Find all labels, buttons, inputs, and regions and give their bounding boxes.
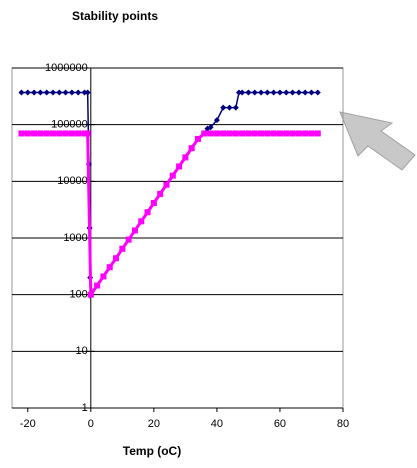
marker — [150, 199, 157, 206]
x-axis-label: Temp (oC) — [123, 444, 181, 458]
y-tick-label: 100 — [69, 289, 87, 301]
marker — [245, 89, 252, 96]
y-tick-label: 10 — [76, 345, 88, 357]
marker — [295, 130, 302, 137]
marker — [169, 172, 176, 179]
marker — [232, 104, 239, 111]
marker — [232, 130, 239, 137]
marker — [207, 130, 214, 137]
pointer-arrow — [339, 111, 416, 171]
chart-title: Stability points — [72, 9, 158, 23]
marker — [201, 130, 208, 137]
marker — [56, 130, 63, 137]
marker — [251, 89, 258, 96]
marker — [264, 89, 271, 96]
marker — [138, 218, 145, 225]
marker — [235, 89, 242, 96]
marker — [308, 130, 315, 137]
marker — [207, 124, 214, 131]
y-tick-label: 10000 — [57, 175, 88, 187]
marker — [75, 89, 82, 96]
y-tick-label: 100000 — [51, 119, 88, 131]
marker — [194, 135, 201, 142]
marker — [239, 89, 246, 96]
marker — [68, 89, 75, 96]
marker — [182, 154, 189, 161]
marker — [84, 89, 91, 96]
marker — [106, 264, 113, 271]
marker — [43, 130, 50, 137]
marker — [100, 273, 107, 280]
marker — [176, 163, 183, 170]
marker — [302, 130, 309, 137]
marker — [62, 130, 69, 137]
marker — [289, 130, 296, 137]
marker — [220, 104, 227, 111]
marker — [264, 130, 271, 137]
marker — [157, 190, 164, 197]
marker — [81, 130, 88, 137]
marker — [276, 130, 283, 137]
marker — [37, 130, 44, 137]
marker — [18, 130, 25, 137]
marker — [49, 89, 56, 96]
marker — [113, 255, 120, 262]
marker — [276, 89, 283, 96]
x-tick-label: 0 — [88, 418, 94, 430]
x-tick-label: -20 — [20, 418, 36, 430]
marker — [270, 130, 277, 137]
marker — [37, 89, 44, 96]
marker — [220, 130, 227, 137]
marker — [314, 130, 321, 137]
marker — [226, 104, 233, 111]
x-tick-label: 40 — [211, 418, 223, 430]
marker — [251, 130, 258, 137]
marker — [245, 130, 252, 137]
x-tick-label: 60 — [274, 418, 286, 430]
marker — [84, 130, 91, 137]
marker — [308, 89, 315, 96]
x-tick-label: 20 — [148, 418, 160, 430]
x-tick-label: 80 — [337, 418, 349, 430]
marker — [302, 89, 309, 96]
marker — [81, 89, 88, 96]
marker — [270, 89, 277, 96]
marker — [258, 130, 265, 137]
marker — [87, 291, 94, 298]
marker — [94, 282, 101, 289]
marker — [213, 130, 220, 137]
marker — [283, 130, 290, 137]
marker — [144, 209, 151, 216]
marker — [258, 89, 265, 96]
marker — [295, 89, 302, 96]
marker — [18, 89, 25, 96]
marker — [62, 89, 69, 96]
marker — [188, 145, 195, 152]
marker — [68, 130, 75, 137]
marker — [314, 89, 321, 96]
y-tick-label: 1000 — [63, 232, 87, 244]
marker — [56, 89, 63, 96]
marker — [75, 130, 82, 137]
marker — [43, 89, 50, 96]
marker — [119, 245, 126, 252]
marker — [125, 236, 132, 243]
marker — [289, 89, 296, 96]
marker — [49, 130, 56, 137]
marker — [24, 89, 31, 96]
marker — [283, 89, 290, 96]
marker — [24, 130, 31, 137]
series-line — [21, 131, 318, 300]
marker — [131, 227, 138, 234]
marker — [163, 181, 170, 188]
marker — [213, 117, 220, 124]
marker — [31, 89, 38, 96]
marker — [31, 130, 38, 137]
marker — [239, 130, 246, 137]
marker — [226, 130, 233, 137]
y-tick-label: 1000000 — [45, 62, 88, 74]
